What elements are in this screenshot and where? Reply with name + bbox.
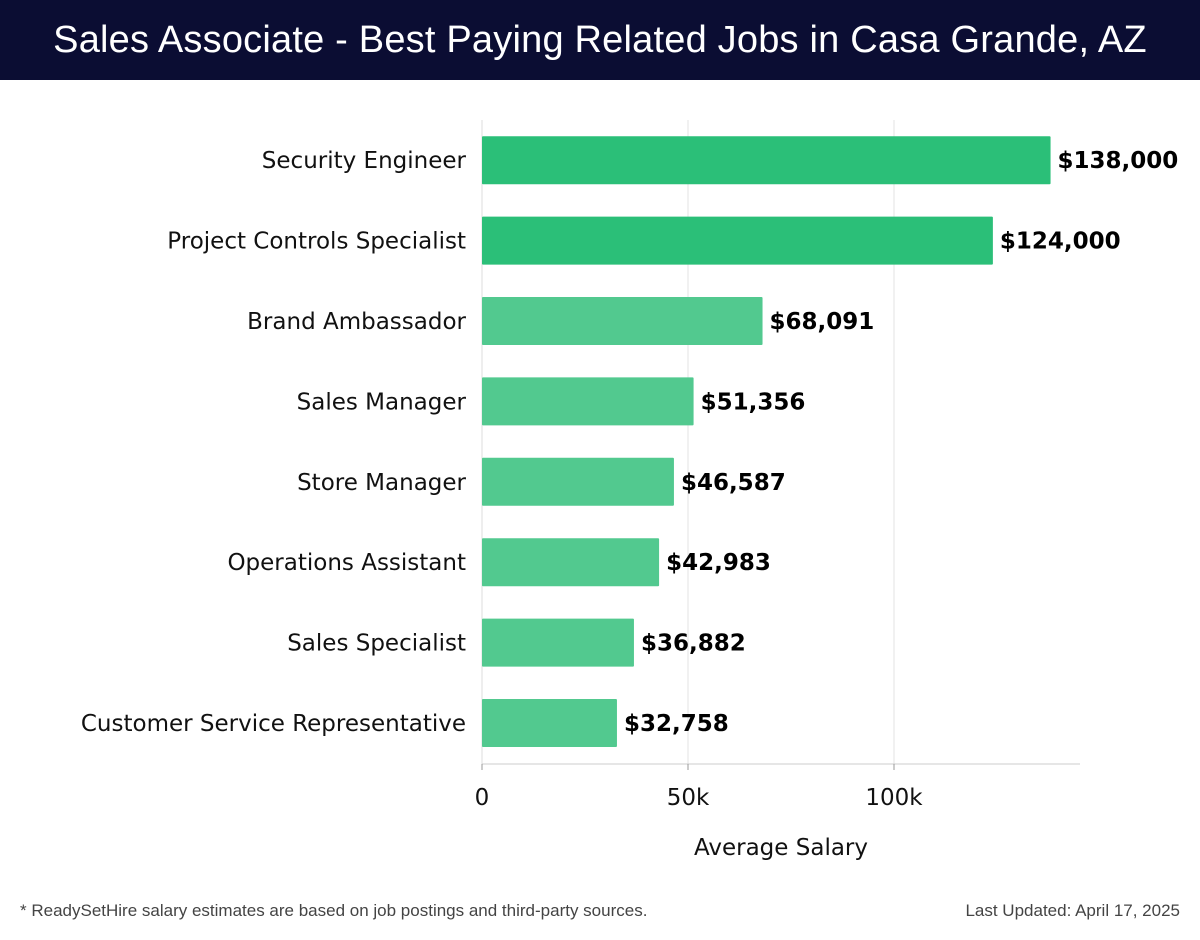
value-label: $124,000 [1000, 229, 1121, 255]
footer-note: * ReadySetHire salary estimates are base… [20, 901, 648, 920]
value-label: $138,000 [1058, 148, 1179, 174]
x-tick-label: 0 [475, 785, 490, 811]
bar [482, 297, 763, 345]
value-label: $46,587 [681, 470, 786, 496]
category-label: Project Controls Specialist [167, 229, 466, 255]
bar [482, 699, 617, 747]
value-label: $51,356 [701, 389, 806, 415]
category-label: Security Engineer [262, 148, 467, 174]
bar [482, 377, 694, 426]
category-label: Brand Ambassador [247, 309, 466, 335]
value-label: $36,882 [641, 631, 746, 657]
category-label: Store Manager [297, 470, 466, 496]
category-label: Operations Assistant [227, 550, 466, 576]
value-label: $68,091 [770, 309, 875, 335]
bar [482, 216, 993, 265]
bar [482, 136, 1051, 185]
footer-updated: Last Updated: April 17, 2025 [965, 901, 1180, 920]
category-label: Sales Specialist [287, 631, 466, 657]
chart-header: Sales Associate - Best Paying Related Jo… [0, 0, 1200, 80]
category-label: Sales Manager [297, 389, 467, 415]
value-label: $32,758 [624, 711, 729, 737]
bar [482, 618, 634, 667]
bar [482, 538, 660, 587]
bar [482, 457, 674, 506]
category-label: Customer Service Representative [81, 711, 466, 737]
x-tick-label: 100k [865, 785, 923, 811]
x-axis-label: Average Salary [694, 835, 868, 861]
value-label: $42,983 [666, 550, 771, 576]
x-tick-label: 50k [667, 785, 710, 811]
chart-title: Sales Associate - Best Paying Related Jo… [53, 18, 1147, 61]
